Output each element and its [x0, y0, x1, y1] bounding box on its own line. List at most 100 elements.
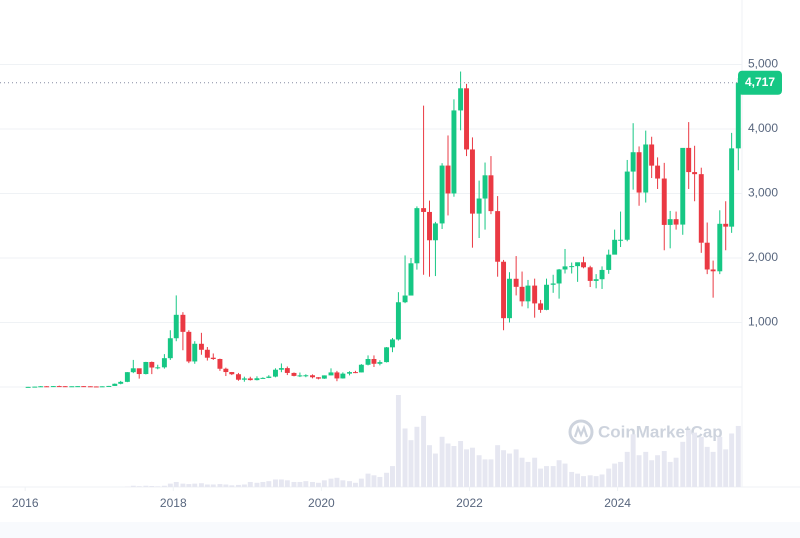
volume-bar — [204, 484, 210, 487]
candle-body — [32, 386, 38, 388]
volume-bar — [655, 455, 661, 487]
candle-body — [606, 254, 612, 270]
volume-bar — [229, 485, 235, 487]
y-tick-label: 2,000 — [748, 250, 778, 264]
volume-bar — [377, 476, 383, 487]
volume-bar — [173, 481, 179, 487]
x-tick-label: 2020 — [308, 496, 335, 510]
candle-body — [38, 386, 44, 388]
volume-bar — [476, 455, 482, 487]
candle-body — [599, 269, 605, 280]
volume-bar — [402, 428, 408, 487]
candle-body — [315, 377, 321, 379]
volume-bar — [303, 481, 309, 487]
candle-body — [630, 152, 636, 172]
volume-bar — [315, 482, 321, 487]
candle-body — [93, 386, 99, 388]
volume-bar — [223, 484, 229, 487]
candle-body — [427, 211, 432, 241]
volume-bar — [241, 484, 247, 487]
volume-bar — [340, 480, 346, 487]
volume-bar — [439, 436, 445, 487]
volume-bar — [321, 480, 327, 487]
volume-bar — [421, 415, 427, 487]
volume-bar — [130, 485, 136, 487]
candle-body — [143, 361, 149, 375]
candle-body — [575, 262, 581, 267]
y-tick-label: 5,000 — [748, 57, 778, 71]
candle-body — [112, 383, 118, 386]
candle-body — [340, 373, 346, 379]
volume-bar — [297, 481, 303, 487]
last-price-box — [738, 70, 782, 95]
volume-bar — [278, 479, 284, 487]
volume-bar — [445, 443, 451, 487]
volume-bar — [532, 457, 538, 487]
candle-body — [445, 165, 451, 194]
candle-body — [223, 368, 229, 373]
volume-bar — [432, 453, 438, 487]
volume-bar — [630, 434, 636, 487]
volume-bar — [390, 466, 395, 487]
candle-body — [204, 349, 210, 358]
volume-bar — [667, 461, 673, 487]
last-price-label: 4,717 — [745, 75, 775, 89]
candle-body — [587, 267, 593, 281]
volume-bar — [408, 440, 414, 487]
candle-body — [161, 358, 167, 368]
volume-bar — [587, 475, 593, 487]
volume-bar — [414, 426, 420, 487]
volume-bar — [143, 485, 149, 487]
volume-bar — [643, 451, 649, 487]
candle-body — [44, 386, 50, 388]
candle-body — [50, 386, 56, 388]
candle-body — [186, 331, 192, 362]
volume-bar — [464, 449, 469, 487]
x-tick-label: 2024 — [604, 496, 631, 510]
volume-bar — [291, 481, 297, 487]
candle-body — [414, 208, 420, 264]
candle-body — [273, 369, 278, 377]
candle-body — [562, 266, 568, 270]
volume-bar — [686, 430, 692, 487]
volume-bar — [384, 472, 390, 487]
volume-bar — [334, 477, 340, 487]
volume-bar — [247, 481, 253, 487]
volume-bar — [482, 459, 488, 487]
volume-bar — [550, 466, 556, 487]
volume-bar — [167, 483, 173, 487]
volume-bar — [618, 461, 624, 487]
candle-body — [69, 386, 75, 388]
volume-bar — [624, 451, 630, 487]
candle-body — [229, 372, 235, 375]
candle-body — [513, 278, 519, 287]
volume-bar — [310, 481, 315, 487]
y-tick-label: 4,000 — [748, 121, 778, 135]
volume-bar — [519, 457, 525, 487]
candle-body — [254, 378, 260, 381]
volume-bar — [365, 473, 371, 487]
candle-body — [56, 386, 62, 388]
candle-body — [395, 302, 401, 340]
candle-body — [247, 378, 253, 381]
volume-bar — [507, 453, 512, 487]
candle-body — [544, 284, 549, 310]
volume-bar — [358, 478, 364, 487]
volume-bar — [266, 481, 272, 487]
volume-bar — [235, 484, 241, 487]
candle-body — [636, 152, 642, 193]
volume-bar — [717, 436, 723, 487]
candle-body — [451, 110, 457, 194]
watermark-logo — [568, 419, 594, 445]
candle-body — [408, 263, 414, 296]
candle-body — [352, 372, 358, 374]
x-tick-label: 2022 — [456, 496, 483, 510]
volume-bar — [469, 447, 475, 487]
watermark-text: CoinMarketCap — [598, 422, 723, 441]
volume-bar — [198, 483, 204, 487]
volume-bar — [192, 483, 198, 487]
volume-bar — [371, 475, 377, 487]
volume-bar — [458, 441, 464, 487]
volume-bar — [217, 484, 223, 487]
volume-bar — [451, 446, 457, 487]
